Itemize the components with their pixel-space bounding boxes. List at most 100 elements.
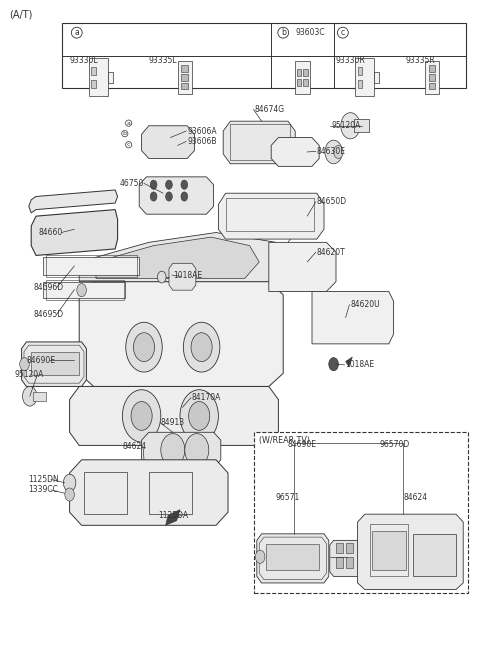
Bar [181,74,188,81]
Text: 46750: 46750 [120,179,144,188]
Text: 93606A: 93606A [187,126,217,136]
Circle shape [157,271,166,283]
Text: 93335L: 93335L [149,56,178,65]
Text: 84620T: 84620T [317,248,346,257]
Polygon shape [178,61,192,94]
Bar [429,74,435,81]
Text: 84690E: 84690E [288,440,317,449]
Polygon shape [295,61,310,94]
Bar [346,543,353,553]
Polygon shape [31,210,118,255]
Bar [266,544,319,570]
Text: 84620U: 84620U [350,300,380,309]
Polygon shape [70,386,278,445]
Text: 1339CC: 1339CC [28,485,58,495]
Bar [303,69,308,76]
Text: 93330R: 93330R [336,56,365,65]
Circle shape [325,140,342,164]
Circle shape [255,550,265,563]
Circle shape [122,390,161,442]
Circle shape [63,474,76,491]
Circle shape [334,145,343,159]
Bar [62,23,466,88]
Bar [358,80,362,88]
Text: 84913: 84913 [161,418,185,427]
Polygon shape [374,72,379,83]
Text: 96571: 96571 [276,493,300,502]
Circle shape [126,322,162,372]
Text: b: b [281,28,286,37]
Circle shape [181,180,188,189]
Polygon shape [79,233,286,282]
Polygon shape [218,193,324,239]
Bar [181,83,188,89]
Polygon shape [70,460,228,525]
Polygon shape [358,514,463,590]
Text: 95120A: 95120A [14,370,44,379]
Polygon shape [79,282,283,386]
Bar [149,472,192,514]
Bar [181,66,188,72]
Circle shape [341,113,360,139]
Text: a: a [127,121,131,126]
Circle shape [133,333,155,362]
Text: 96570D: 96570D [379,440,409,449]
Text: 84630E: 84630E [317,147,346,156]
Bar [43,257,139,275]
Bar [297,79,301,86]
Polygon shape [425,61,439,94]
Polygon shape [223,121,295,164]
Bar [358,67,362,75]
Circle shape [161,434,185,466]
Bar [230,124,290,160]
Text: 84695D: 84695D [34,310,64,319]
Circle shape [180,390,218,442]
Circle shape [166,192,172,201]
Bar [429,66,435,72]
Text: 93603C: 93603C [295,28,325,37]
Bar [46,280,124,300]
Polygon shape [22,342,86,386]
Text: c: c [127,142,131,147]
Polygon shape [269,242,336,291]
Bar [91,80,96,88]
Text: 84650D: 84650D [317,197,347,206]
Polygon shape [108,72,113,83]
Text: 84170A: 84170A [192,393,221,402]
Polygon shape [139,177,214,214]
Text: (A/T): (A/T) [10,9,33,20]
Text: 1125DN: 1125DN [28,475,59,484]
Circle shape [150,180,157,189]
Text: 84696D: 84696D [34,283,64,292]
Polygon shape [96,237,259,278]
Polygon shape [346,357,352,367]
Polygon shape [312,291,394,344]
Text: 84690E: 84690E [26,356,55,365]
Circle shape [329,358,338,371]
Polygon shape [142,126,194,159]
Bar [43,282,125,298]
Bar [297,69,301,76]
Circle shape [20,358,29,371]
Polygon shape [166,510,180,525]
Polygon shape [89,58,108,96]
Circle shape [191,333,212,362]
Bar [84,472,127,514]
Circle shape [189,402,210,430]
Bar [303,79,308,86]
Circle shape [185,434,209,466]
Text: 95120A: 95120A [331,121,360,130]
Bar [46,255,137,277]
Text: 93335R: 93335R [405,56,435,65]
Text: c: c [341,28,345,37]
Bar [33,392,46,401]
Circle shape [150,192,157,201]
Circle shape [131,402,152,430]
Text: 84674G: 84674G [254,105,285,114]
Text: 93606B: 93606B [187,137,216,146]
Bar [429,83,435,89]
Polygon shape [29,190,118,213]
Text: 1018AE: 1018AE [173,271,202,280]
Text: b: b [123,131,127,136]
Text: 84624: 84624 [122,442,146,451]
